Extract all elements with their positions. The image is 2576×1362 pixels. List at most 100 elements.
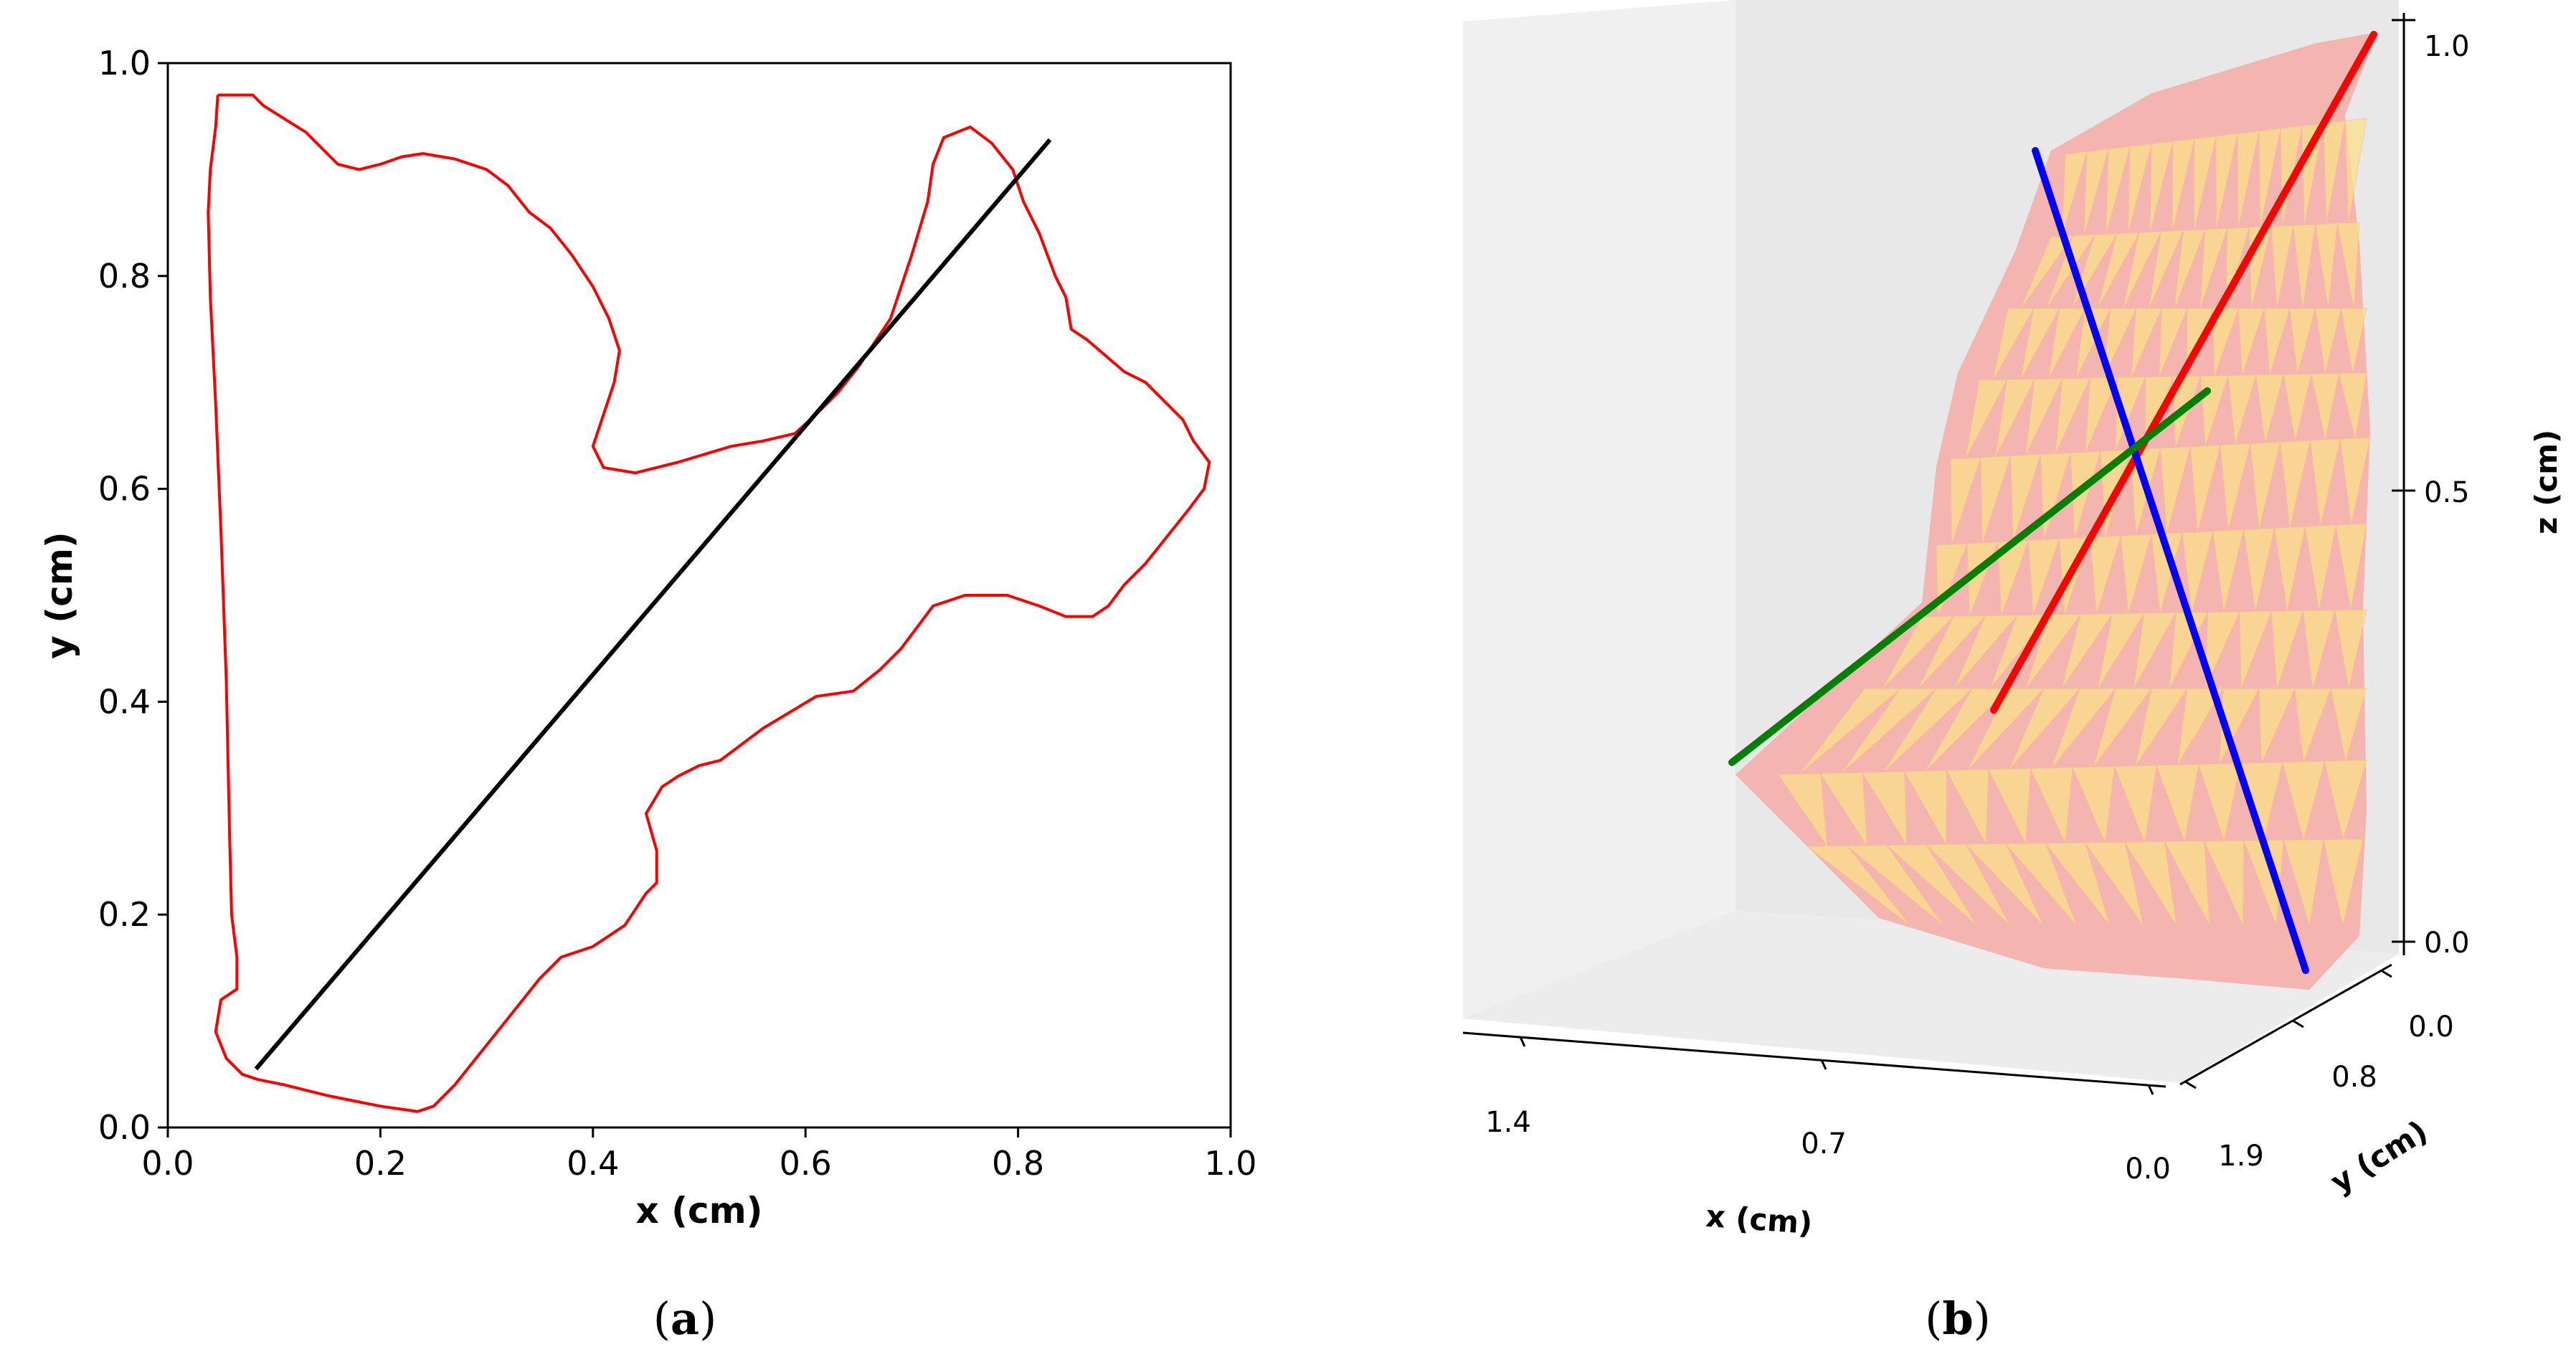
panel-b-y-tick-2 [2292, 1019, 2304, 1028]
surface-facet [2280, 440, 2311, 528]
surface-facet [1965, 843, 2044, 926]
surface-facet [2097, 232, 2140, 309]
surface-facet [2255, 374, 2284, 443]
surface-facet [2238, 308, 2265, 376]
surface-facet [2294, 688, 2331, 762]
surface-facet [2159, 446, 2191, 534]
surface-facet [1954, 615, 2018, 689]
panel-a-y-ticks: 0.0 0.2 0.4 0.6 0.8 1.0 [98, 44, 168, 1147]
surface-facets [1778, 118, 2371, 926]
surface-facet [2270, 610, 2304, 689]
surface-facet [1988, 767, 2031, 845]
panel-b-x-tick-label-2: 0.7 [1801, 1127, 1847, 1160]
surface-facet [2133, 612, 2177, 689]
surface-facet [1950, 457, 1981, 545]
surface-facet [2025, 613, 2082, 689]
surface-facet [2028, 538, 2060, 615]
panel-b-x-tick-label-1: 1.4 [1485, 1106, 1531, 1139]
surface-facet [2103, 308, 2137, 378]
axis-green [1728, 387, 2211, 766]
surface-facet [2203, 840, 2245, 926]
surface-facet [2149, 141, 2174, 232]
surface-facet [2135, 688, 2188, 767]
series-diameter [254, 138, 1052, 1071]
surface-facet [2030, 767, 2073, 845]
surface-facet [2227, 374, 2257, 445]
panel-a-x-ticks: 0.0 0.2 0.4 0.6 0.8 1.0 [141, 1127, 1257, 1183]
surface-facet [2339, 437, 2371, 525]
surface-facet [2148, 230, 2184, 309]
x-tick-label: 0.2 [354, 1144, 407, 1183]
y-tick-label: 1.0 [98, 44, 151, 82]
panel-b-y-tick-label-2: 0.8 [2331, 1061, 2377, 1094]
panel-b-x-axis-line [1462, 1031, 2167, 1088]
surface-facet [2283, 373, 2312, 442]
surface-facet [2289, 308, 2316, 374]
surface-facet [1882, 615, 1955, 689]
panel-b-y-tick-label-3: 1.9 [2218, 1140, 2264, 1173]
surface-facet [2263, 308, 2291, 375]
surface-facet [2123, 841, 2177, 926]
surface-facet [1918, 615, 1987, 689]
surface-facet [1806, 845, 1910, 926]
surface-facet [2169, 612, 2209, 689]
surface-facet [2128, 143, 2152, 234]
panel-b-y-tick-3 [2184, 1080, 2197, 1089]
axis-blue [2032, 147, 2309, 974]
surface-facet [2182, 531, 2214, 613]
surface-facet [1778, 773, 1828, 848]
surface-facet [2243, 527, 2276, 612]
surface-facet [1989, 614, 2050, 689]
surface-facet [2061, 151, 2088, 237]
surface-facet [2311, 373, 2340, 440]
surface-facet [2071, 233, 2118, 309]
panel-b-z-tick-label-3: 1.0 [2424, 30, 2470, 63]
panel-b-z-tick-label-2: 0.5 [2424, 476, 2470, 509]
panel-b-x-tick-3 [2147, 1084, 2154, 1095]
surface-facet [2344, 118, 2367, 223]
surface-facet [2220, 443, 2251, 531]
surface-facet [2194, 136, 2217, 230]
surface-facet [1845, 845, 1944, 926]
surface-facet [2113, 765, 2157, 843]
surface-facet [1967, 688, 2045, 770]
surface-facet [2314, 308, 2341, 374]
surface-facet [2189, 445, 2221, 532]
surface-facet [2258, 128, 2281, 227]
panel-b-x-tick-label-3: 0.0 [2125, 1153, 2171, 1186]
panel-a-caption: (a) [653, 1292, 717, 1345]
panel-b-y-axis-line [2179, 963, 2392, 1086]
surface-facet [2159, 308, 2188, 377]
surface-facet [2334, 609, 2367, 689]
surface-facet [1862, 771, 1907, 847]
surface-facet [2258, 688, 2296, 763]
surface-facet [2085, 377, 2118, 453]
surface-facet [2009, 688, 2081, 770]
x-tick-label: 0.6 [780, 1144, 832, 1183]
panel-b-back-pane-left [1463, 0, 1736, 1018]
surface-facet [1946, 769, 1989, 846]
x-tick-label: 0.4 [567, 1144, 619, 1183]
surface-facet [1903, 770, 1947, 846]
surface-facet [1819, 772, 1867, 847]
surface-facet [2199, 228, 2228, 309]
surface-facet [2120, 534, 2152, 614]
surface-facet [2314, 222, 2338, 309]
surface-facet [2072, 766, 2116, 844]
surface-facet [2212, 529, 2245, 613]
surface-facet [2302, 610, 2336, 689]
surface-facet [2270, 224, 2294, 309]
surface-facet [2336, 222, 2360, 309]
surface-facet [2282, 760, 2326, 841]
y-tick-label: 0.2 [98, 895, 151, 934]
surface-facet [1883, 688, 1974, 772]
surface-facet [2198, 762, 2241, 843]
panel-b-x-axis-label: x (cm) [1705, 1198, 1814, 1241]
surface-facet [2338, 372, 2367, 439]
axis-red [1990, 31, 2377, 714]
panel-b-z-tick-label-1: 0.0 [2424, 927, 2470, 960]
surface-facet [2323, 838, 2364, 926]
surface-facet [2250, 441, 2281, 529]
surface-facet [2046, 234, 2096, 309]
